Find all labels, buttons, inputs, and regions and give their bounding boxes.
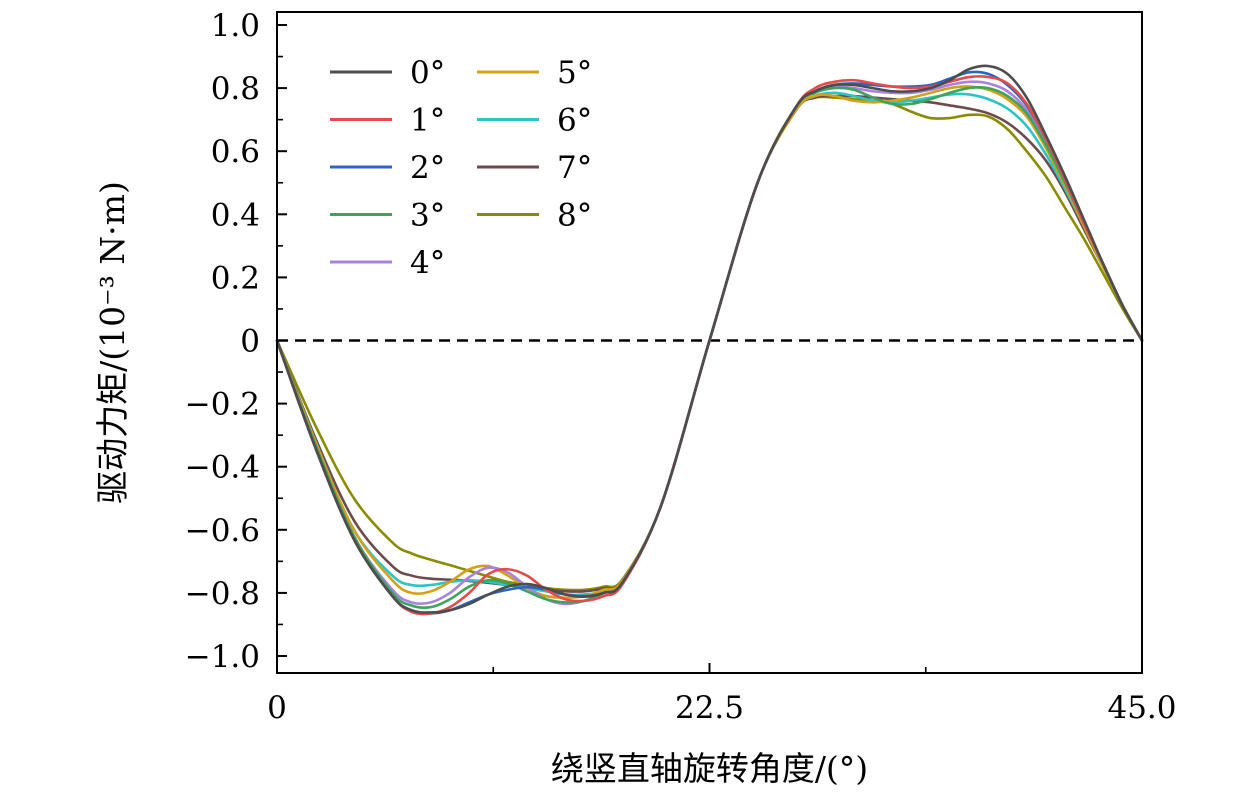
legend-item-0deg: 0° — [330, 55, 445, 91]
legend-label: 2° — [410, 150, 445, 186]
legend-item-6deg: 6° — [477, 103, 592, 139]
y-tick-label: 0 — [240, 324, 260, 360]
legend-label: 0° — [410, 55, 445, 91]
y-tick-label: −1.0 — [185, 639, 260, 675]
x-tick-label: 0 — [267, 690, 287, 726]
x-tick-label: 45.0 — [1107, 690, 1176, 726]
y-tick-label: −0.6 — [185, 513, 260, 549]
legend-label: 5° — [557, 55, 592, 91]
y-tick-label: 0.2 — [211, 260, 260, 296]
legend-label: 8° — [557, 198, 592, 234]
legend-item-8deg: 8° — [477, 198, 592, 234]
legend-label: 3° — [410, 198, 445, 234]
legend-label: 4° — [410, 245, 445, 281]
y-tick-label: −0.4 — [185, 450, 260, 486]
legend-item-7deg: 7° — [477, 150, 592, 186]
legend-label: 6° — [557, 103, 592, 139]
legend-label: 7° — [557, 150, 592, 186]
series-layer — [275, 64, 1144, 616]
series-line-3deg — [275, 86, 1144, 609]
legend-item-4deg: 4° — [330, 245, 445, 281]
legend-item-1deg: 1° — [330, 103, 445, 139]
y-tick-label: 0.4 — [211, 197, 260, 233]
legend-item-2deg: 2° — [330, 150, 445, 186]
series-line-1deg — [275, 75, 1144, 616]
series-line-0deg — [275, 64, 1144, 614]
legend-item-3deg: 3° — [330, 198, 445, 234]
ticks-layer: 1.00.80.60.40.20−0.2−0.4−0.6−0.8−1.00 22.… — [185, 8, 1177, 726]
legend: 0° 1° 2° 3° 4° 5° 6° 7° 8° — [330, 55, 592, 281]
y-tick-label: 1.0 — [211, 8, 260, 44]
y-tick-label: 0.6 — [211, 134, 260, 170]
y-tick-label: 0.8 — [211, 71, 260, 107]
legend-item-5deg: 5° — [477, 55, 592, 91]
x-tick-label: 22.5 — [675, 690, 744, 726]
legend-label: 1° — [410, 103, 445, 139]
y-axis-title: 驱动力矩/(10⁻³ N·m) — [93, 181, 132, 504]
x-axis-title: 绕竖直轴旋转角度/(°) — [551, 749, 868, 788]
y-tick-label: −0.2 — [185, 387, 260, 423]
y-tick-label: −0.8 — [185, 576, 260, 612]
